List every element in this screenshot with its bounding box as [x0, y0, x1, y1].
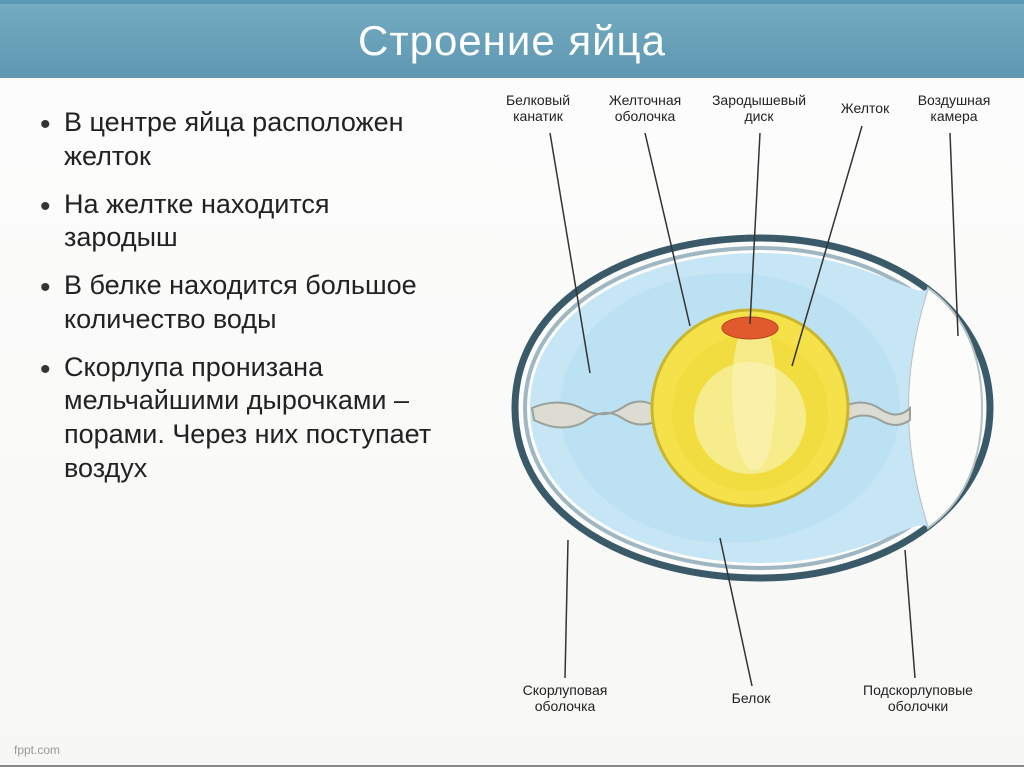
label-germinal-disc: Зародышевыйдиск: [704, 92, 814, 124]
title-bar: Строение яйца: [0, 4, 1024, 78]
slide: Строение яйца В центре яйца расположен ж…: [0, 0, 1024, 767]
yolk-latebra: [732, 329, 776, 471]
label-chalaza: Белковыйканатик: [493, 92, 583, 124]
label-yolk-membrane: Желточнаяоболочка: [595, 92, 695, 124]
label-yolk: Желток: [830, 100, 900, 116]
bullet-item: Скорлупа пронизана мельчайшими дырочками…: [36, 351, 450, 486]
bullet-item: В белке находится большое количество вод…: [36, 269, 450, 337]
bullet-list: В центре яйца расположен желток На желтк…: [36, 106, 450, 486]
bullet-item: В центре яйца расположен желток: [36, 106, 450, 174]
footer-credit: fppt.com: [14, 743, 60, 757]
label-subshell: Подскорлуповыеоболочки: [848, 682, 988, 714]
bullet-item: На желтке находится зародыш: [36, 188, 450, 256]
slide-title: Строение яйца: [358, 17, 666, 65]
label-albumen: Белок: [716, 690, 786, 706]
air-cell: [908, 288, 982, 528]
egg-diagram: [460, 78, 1020, 738]
diagram-panel: Белковыйканатик Желточнаяоболочка Зароды…: [460, 78, 1024, 765]
label-air-cell: Воздушнаякамера: [904, 92, 1004, 124]
label-shell-membrane: Скорлуповаяоболочка: [510, 682, 620, 714]
bullet-panel: В центре яйца расположен желток На желтк…: [0, 78, 460, 765]
content-area: В центре яйца расположен желток На желтк…: [0, 78, 1024, 765]
